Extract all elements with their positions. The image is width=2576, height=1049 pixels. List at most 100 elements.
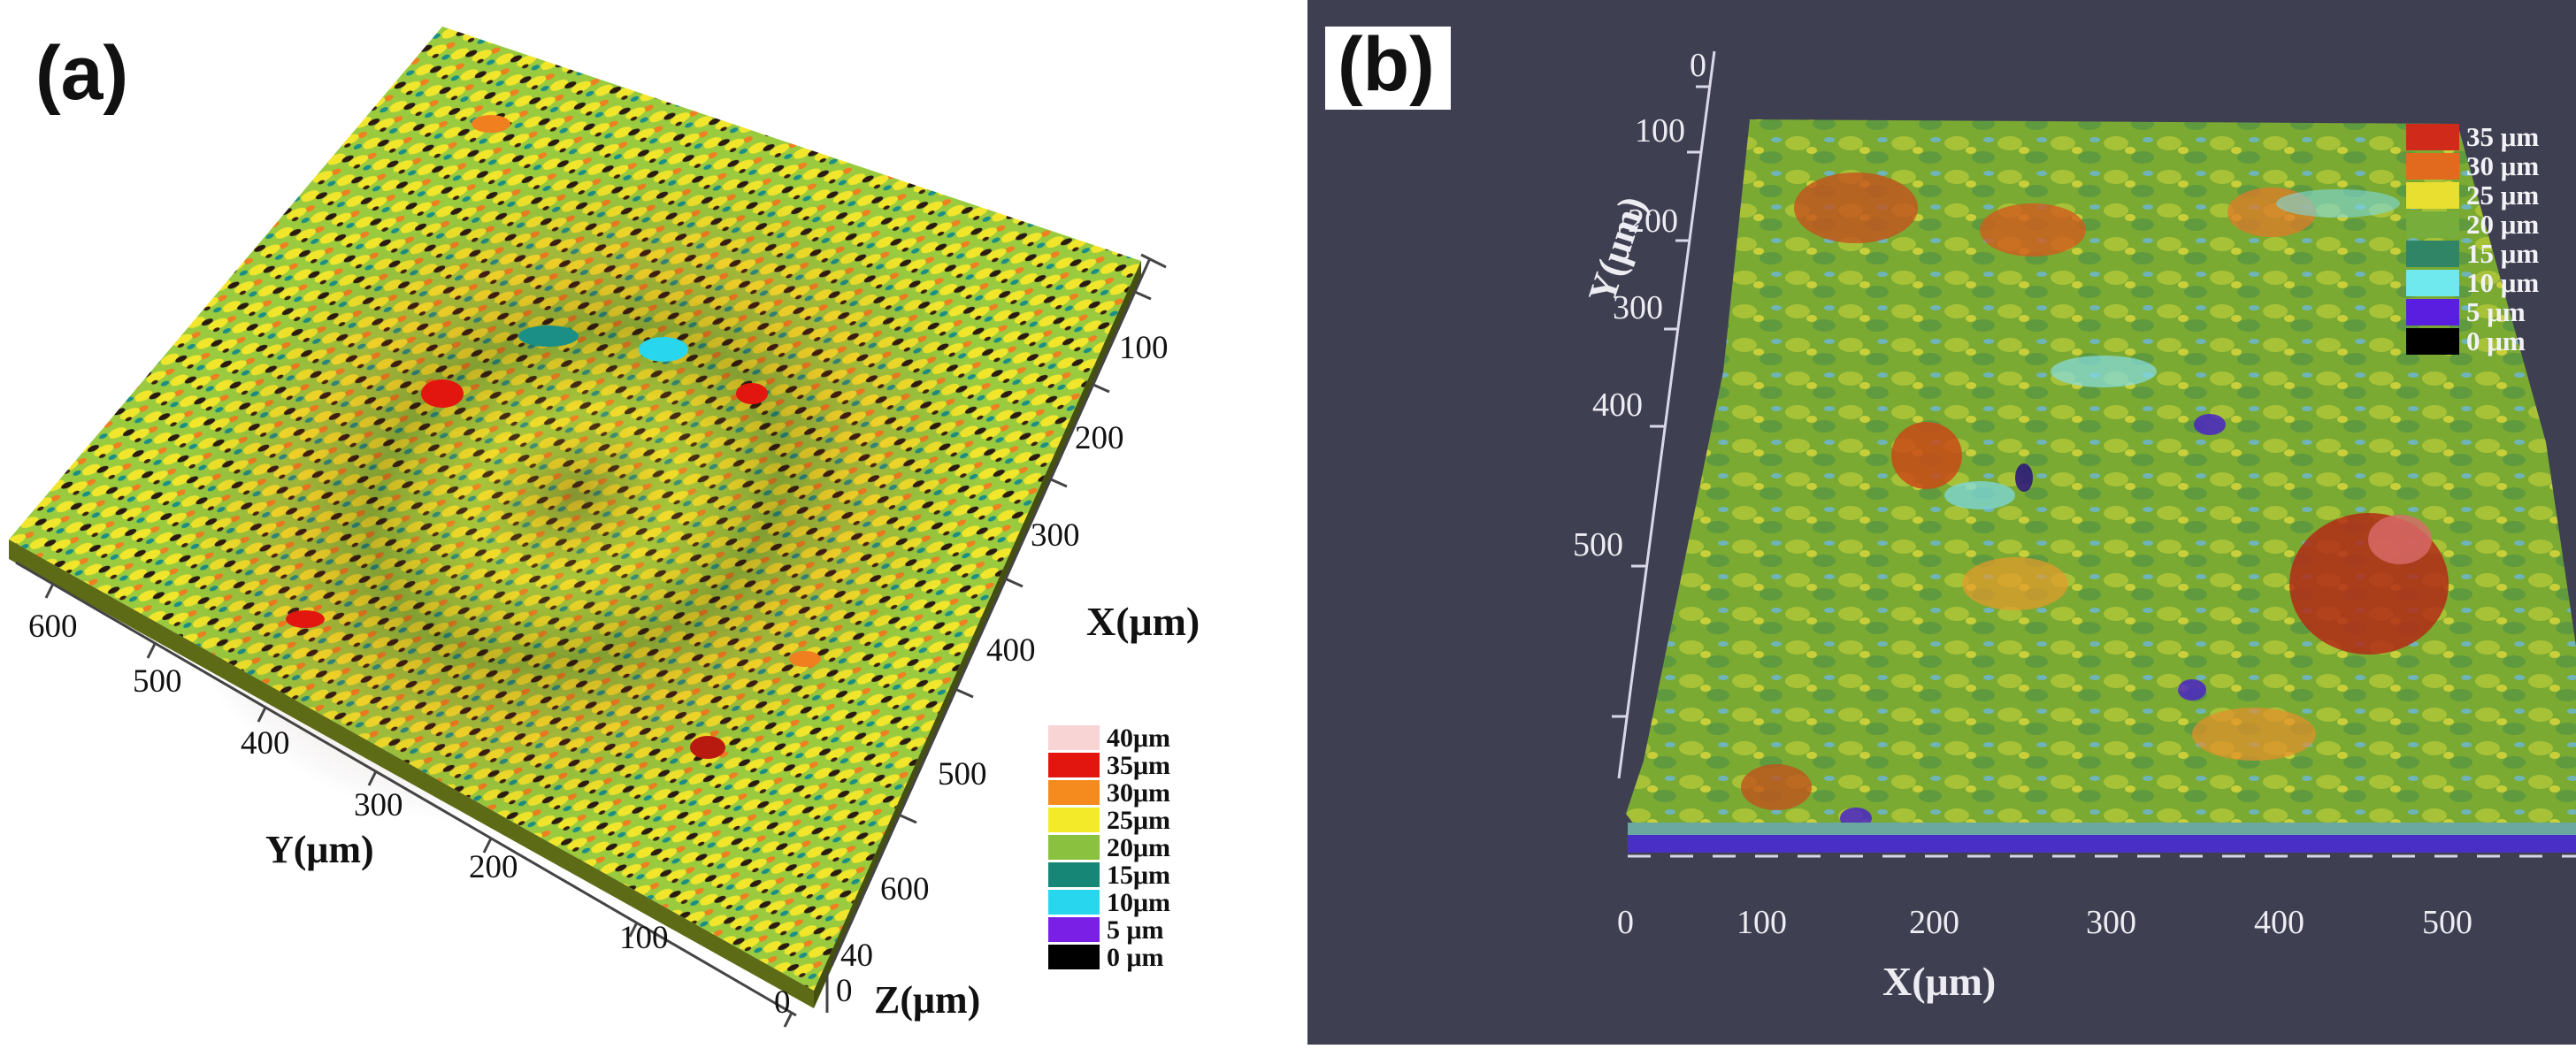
x-tick-label: 200: [1075, 420, 1124, 456]
legend-swatch: [1048, 780, 1100, 805]
surface-floor-b: [1628, 835, 2576, 853]
surface-swirl-a: [169, 164, 981, 827]
tick-mark: [146, 643, 157, 659]
tick-mark: [628, 922, 639, 938]
legend-label: 35 μm: [2466, 121, 2539, 152]
y-tick-label: 100: [1635, 112, 1685, 149]
legend-label: 0 μm: [1107, 943, 1164, 972]
x-tick-labels-a: 100 200 300 400 500 600: [880, 330, 1169, 907]
legend-swatch: [1048, 862, 1100, 887]
y-tick-label: 300: [1613, 289, 1663, 326]
legend-label: 10 μm: [2466, 267, 2539, 298]
tick-marks-b: [1612, 85, 1710, 718]
legend-swatch: [2406, 328, 2459, 355]
legend-label: 20 μm: [2466, 209, 2539, 240]
x-tick-label: 100: [1736, 904, 1787, 941]
y-tick-label: 100: [619, 920, 669, 956]
surface-peaks-a: [286, 115, 821, 759]
legend-label: 25μm: [1107, 806, 1170, 835]
y-axis-line-b: [1617, 50, 1716, 779]
x-axis-title-a: X(μm): [1086, 599, 1200, 644]
surface-plot-a: 100 200 300 400 500 600 X(μm) 600 500 40…: [9, 27, 1200, 1028]
tick-mark: [367, 770, 378, 786]
x-tick-label: 400: [2254, 904, 2304, 941]
z-tick-label: 0: [836, 973, 853, 1009]
tick-mark: [44, 583, 55, 599]
tick-mark: [956, 688, 974, 699]
legend-swatch: [1048, 890, 1100, 915]
y-tick-label: 400: [241, 725, 290, 762]
legend-label: 0 μm: [2466, 325, 2526, 356]
legend-label: 25 μm: [2466, 180, 2539, 211]
x-tick-label: 600: [880, 871, 930, 907]
y-tick-label: 200: [469, 849, 518, 885]
y-tick-label: 300: [354, 787, 403, 823]
legend-swatch: [1048, 808, 1100, 832]
panel-label-a: (a): [35, 31, 129, 116]
legend-label: 15 μm: [2466, 238, 2539, 269]
y-tick-label: 200: [1628, 203, 1678, 240]
legend-swatch: [2406, 241, 2459, 267]
y-axis-title-a: Y(μm): [265, 828, 374, 871]
x-tick-label: 300: [2086, 904, 2136, 941]
y-tick-label: 600: [28, 609, 78, 645]
legend-swatch: [2406, 153, 2459, 180]
tick-mark: [257, 707, 267, 723]
legend-swatch: [1048, 725, 1100, 750]
x-tick-label: 500: [938, 756, 987, 792]
y-tick-label: 0: [774, 984, 791, 1021]
tick-mark: [482, 838, 493, 854]
y-tick-label: 500: [133, 663, 182, 700]
panel-b: 0 100 200 300 400 500 Y(μm) 0 100 200 30…: [1307, 0, 2576, 1045]
x-tick-label: 0: [1617, 904, 1634, 941]
legend-swatch: [2406, 182, 2459, 209]
y-tick-label: 500: [1573, 526, 1623, 563]
surface-base-left-a: [9, 540, 814, 1008]
legend-label: 5 μm: [1107, 915, 1164, 945]
panel-label-b: (b): [1325, 27, 1451, 110]
x-axis-cap-a: [1140, 253, 1167, 269]
legend-swatch: [2406, 270, 2459, 296]
tick-mark: [1134, 290, 1152, 301]
y-tick-label: 0: [1690, 47, 1706, 84]
legend-label: 20μm: [1107, 833, 1170, 862]
y-axis-line-a: [15, 561, 797, 1017]
x-axis-title-b: X(μm): [1882, 959, 1996, 1004]
y-tick-labels-b: 0 100 200 300 400 500: [1573, 47, 1706, 563]
x-tick-labels-b: 0 100 200 300 400 500 600: [1617, 904, 2472, 941]
surface-b: [1626, 119, 2576, 849]
legend-label: 30μm: [1107, 778, 1170, 808]
panel-a: 100 200 300 400 500 600 X(μm) 600 500 40…: [9, 27, 1200, 1028]
legend-swatch: [1048, 753, 1100, 777]
legend-swatch: [2406, 124, 2459, 150]
x-tick-label: 400: [986, 632, 1036, 669]
legend-swatch: [1048, 945, 1100, 969]
legend-label: 35μm: [1107, 751, 1170, 780]
z-axis-title-a: Z(μm): [874, 978, 980, 1022]
tick-marks-a: [44, 290, 1152, 1028]
x-tick-label: 300: [1031, 517, 1080, 554]
x-tick-label: 100: [1119, 330, 1169, 366]
legend-label: 30 μm: [2466, 150, 2539, 181]
legend-label: 40μm: [1107, 724, 1170, 753]
y-tick-label: 400: [1592, 387, 1643, 424]
legend-label: 5 μm: [2466, 296, 2526, 327]
legend-label: 10μm: [1107, 888, 1170, 917]
y-tick-labels-a: 600 500 400 300 200 100 0: [28, 609, 791, 1021]
legend-swatch: [1048, 917, 1100, 942]
legend-swatch: [2406, 211, 2459, 238]
tick-mark: [1092, 383, 1110, 394]
surface-features-b: [1741, 172, 2449, 829]
z-tick-label: 40: [840, 938, 873, 974]
surface-plot-b: 0 100 200 300 400 500 Y(μm) 0 100 200 30…: [1307, 0, 2576, 1045]
legend-label: 15μm: [1107, 861, 1170, 890]
legend-swatch: [1048, 835, 1100, 860]
tick-mark: [1006, 578, 1024, 588]
x-tick-label: 200: [1909, 904, 1959, 941]
x-tick-label: 500: [2422, 904, 2472, 941]
tick-mark: [900, 814, 917, 824]
tick-mark: [1050, 478, 1068, 488]
surface-base-b: [1628, 823, 2576, 835]
